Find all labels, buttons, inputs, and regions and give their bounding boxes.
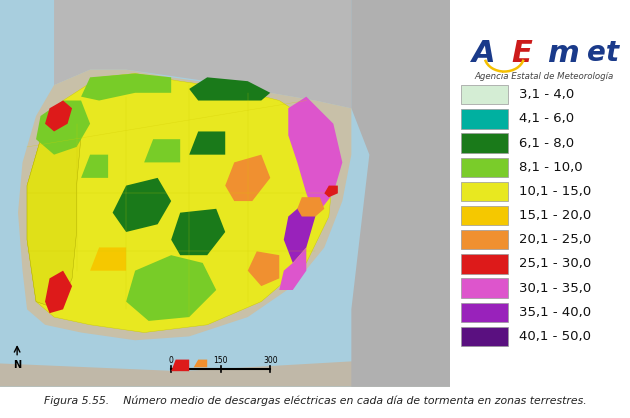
Polygon shape — [189, 77, 270, 101]
Text: 3,1 - 4,0: 3,1 - 4,0 — [518, 88, 574, 101]
Text: Figura 5.55.    Número medio de descargas eléctricas en cada día de tormenta en : Figura 5.55. Número medio de descargas e… — [43, 395, 587, 406]
Text: 40,1 - 50,0: 40,1 - 50,0 — [518, 330, 591, 343]
Bar — [461, 85, 508, 104]
Polygon shape — [27, 108, 81, 309]
Bar — [461, 109, 508, 129]
Polygon shape — [352, 0, 450, 387]
Text: Agencia Estatal de Meteorología: Agencia Estatal de Meteorología — [474, 71, 614, 81]
Bar — [461, 303, 508, 322]
Polygon shape — [171, 359, 189, 371]
Polygon shape — [193, 359, 207, 367]
Text: 8,1 - 10,0: 8,1 - 10,0 — [518, 161, 582, 174]
Polygon shape — [289, 97, 342, 217]
Text: 10,1 - 15,0: 10,1 - 15,0 — [518, 185, 591, 198]
Bar — [461, 206, 508, 225]
Polygon shape — [54, 0, 352, 108]
Polygon shape — [45, 101, 72, 131]
Text: N: N — [13, 360, 21, 370]
Text: A: A — [472, 38, 496, 68]
Bar — [461, 230, 508, 250]
Text: E: E — [512, 38, 532, 68]
Polygon shape — [144, 139, 180, 163]
Polygon shape — [248, 251, 279, 286]
Text: 20,1 - 25,0: 20,1 - 25,0 — [518, 233, 591, 246]
Text: m: m — [547, 38, 579, 68]
Text: 300: 300 — [263, 357, 278, 365]
Polygon shape — [126, 255, 216, 321]
Polygon shape — [226, 155, 270, 201]
Bar — [461, 182, 508, 201]
Bar — [461, 278, 508, 298]
Polygon shape — [18, 70, 352, 340]
Text: 150: 150 — [214, 357, 228, 365]
Polygon shape — [90, 247, 126, 271]
Polygon shape — [297, 197, 324, 217]
Polygon shape — [45, 271, 72, 313]
Polygon shape — [81, 155, 108, 178]
Text: et: et — [587, 38, 619, 66]
Polygon shape — [0, 356, 450, 387]
Text: 30,1 - 35,0: 30,1 - 35,0 — [518, 282, 591, 295]
Text: 15,1 - 20,0: 15,1 - 20,0 — [518, 209, 591, 222]
Polygon shape — [113, 178, 171, 232]
Polygon shape — [36, 101, 90, 155]
Polygon shape — [279, 247, 306, 290]
Bar — [461, 133, 508, 153]
Bar — [461, 327, 508, 346]
Polygon shape — [189, 131, 226, 155]
Text: 25,1 - 30,0: 25,1 - 30,0 — [518, 257, 591, 270]
Polygon shape — [284, 201, 315, 263]
Text: 0: 0 — [169, 357, 174, 365]
Polygon shape — [81, 74, 171, 101]
Polygon shape — [324, 186, 338, 197]
Bar — [461, 254, 508, 273]
Text: 4,1 - 6,0: 4,1 - 6,0 — [518, 112, 574, 125]
Text: 35,1 - 40,0: 35,1 - 40,0 — [518, 306, 591, 319]
Text: 6,1 - 8,0: 6,1 - 8,0 — [518, 137, 574, 150]
Polygon shape — [27, 74, 333, 333]
Polygon shape — [171, 209, 226, 255]
Bar — [461, 158, 508, 177]
